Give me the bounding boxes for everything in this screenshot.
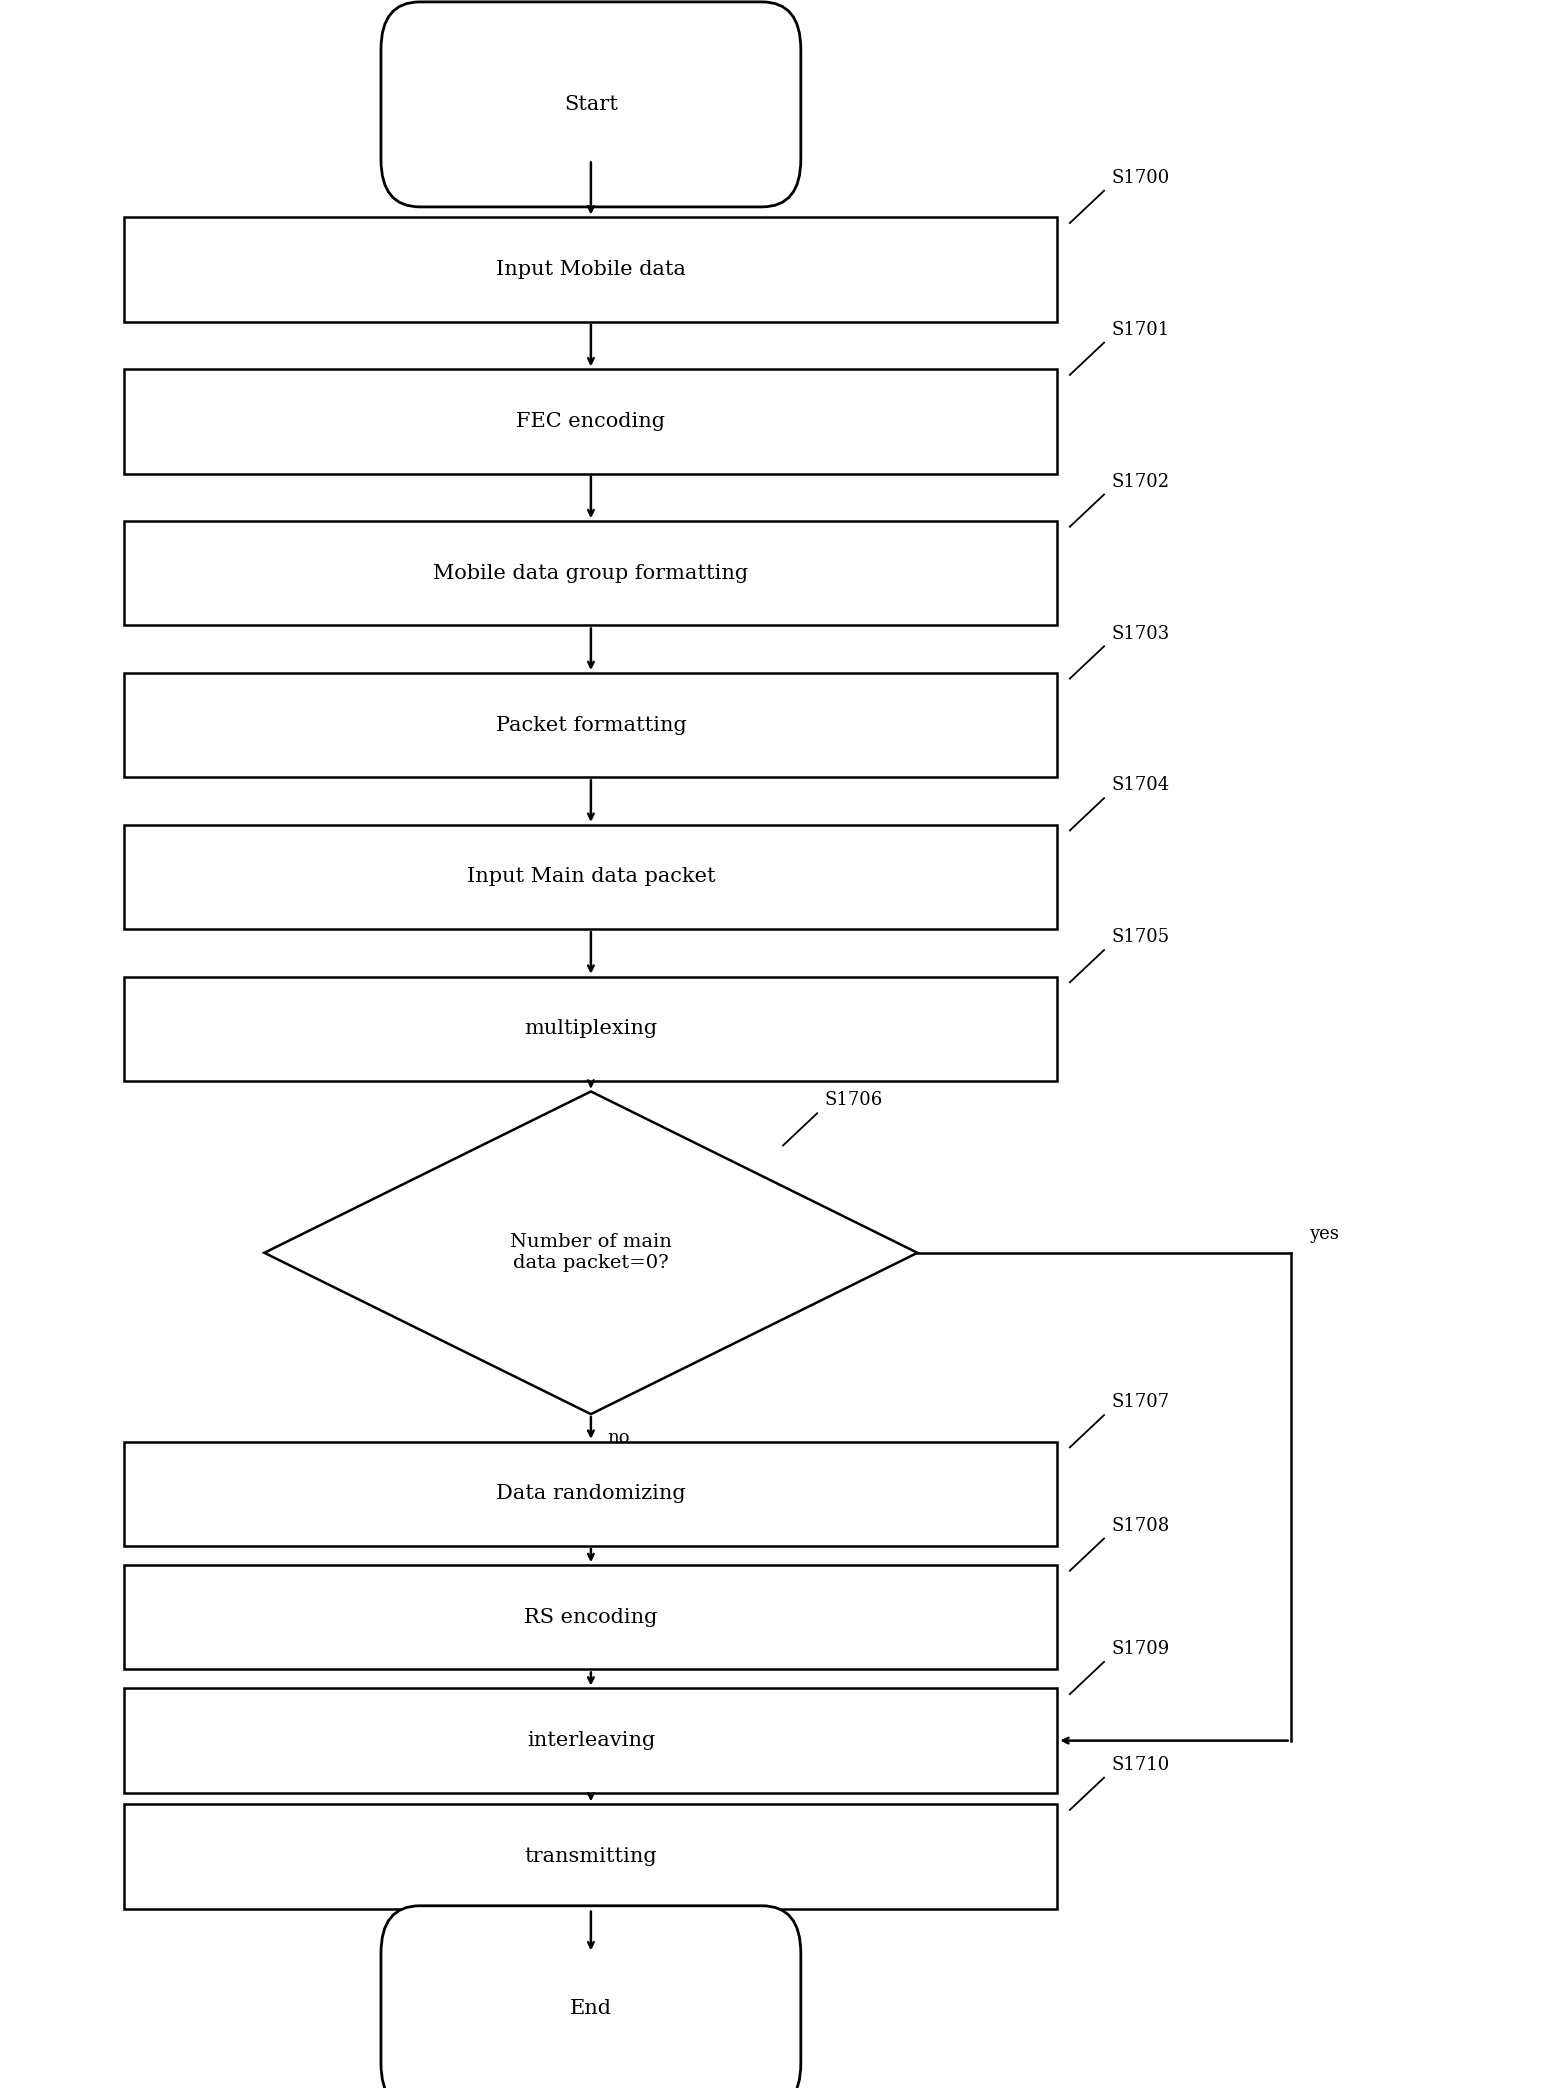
Bar: [124, 370, 1057, 474]
Text: yes: yes: [1309, 1226, 1339, 1242]
Bar: [124, 977, 1057, 1082]
Text: Input Mobile data: Input Mobile data: [496, 261, 686, 280]
Polygon shape: [264, 1092, 917, 1414]
Bar: [124, 1689, 1057, 1794]
Text: FEC encoding: FEC encoding: [516, 411, 666, 430]
Text: S1701: S1701: [1112, 322, 1169, 338]
Text: S1706: S1706: [824, 1092, 883, 1109]
Text: multiplexing: multiplexing: [524, 1019, 658, 1038]
Text: interleaving: interleaving: [527, 1731, 655, 1750]
Text: RS encoding: RS encoding: [524, 1608, 658, 1627]
Text: Start: Start: [564, 94, 617, 115]
Text: transmitting: transmitting: [524, 1848, 658, 1867]
Text: S1710: S1710: [1112, 1756, 1169, 1775]
Text: S1704: S1704: [1112, 777, 1169, 793]
FancyBboxPatch shape: [381, 2, 801, 207]
Text: Number of main
data packet=0?: Number of main data packet=0?: [510, 1234, 672, 1272]
Bar: [124, 672, 1057, 777]
Bar: [124, 217, 1057, 322]
Text: Packet formatting: Packet formatting: [496, 716, 686, 735]
Bar: [124, 1804, 1057, 1908]
Text: S1705: S1705: [1112, 929, 1169, 946]
Text: S1703: S1703: [1112, 624, 1169, 643]
Text: Mobile data group formatting: Mobile data group formatting: [434, 564, 748, 583]
Text: S1707: S1707: [1112, 1393, 1169, 1411]
Text: no: no: [608, 1430, 630, 1447]
FancyBboxPatch shape: [381, 1906, 801, 2088]
Bar: [124, 825, 1057, 929]
Text: S1708: S1708: [1112, 1516, 1169, 1535]
Text: S1709: S1709: [1112, 1639, 1169, 1658]
Bar: [124, 522, 1057, 626]
Bar: [124, 1441, 1057, 1545]
Bar: [124, 1566, 1057, 1670]
Text: S1702: S1702: [1112, 472, 1169, 491]
Text: S1700: S1700: [1112, 169, 1169, 188]
Text: Input Main data packet: Input Main data packet: [466, 867, 715, 887]
Text: Data randomizing: Data randomizing: [496, 1485, 686, 1503]
Text: End: End: [569, 1998, 613, 2017]
